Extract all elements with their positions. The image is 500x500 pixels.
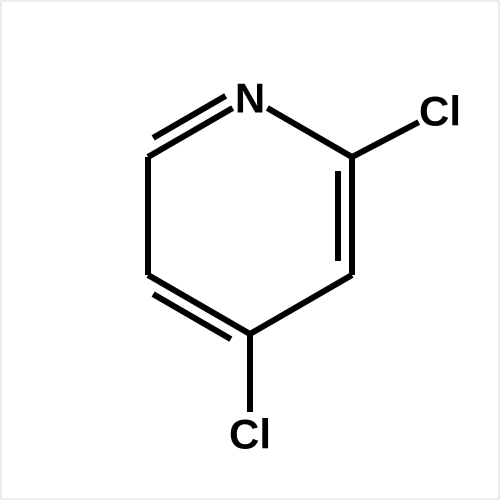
atom-label-N: N	[235, 75, 265, 122]
bond-C3-C4	[250, 275, 352, 334]
atom-label-Cl2: Cl	[419, 88, 461, 135]
bond-C2-Cl2	[352, 122, 419, 157]
bond-N-C2	[267, 108, 352, 157]
bond-C4-C5	[148, 275, 250, 334]
molecule-diagram: N Cl Cl	[0, 0, 500, 500]
atom-label-Cl4: Cl	[229, 411, 271, 458]
